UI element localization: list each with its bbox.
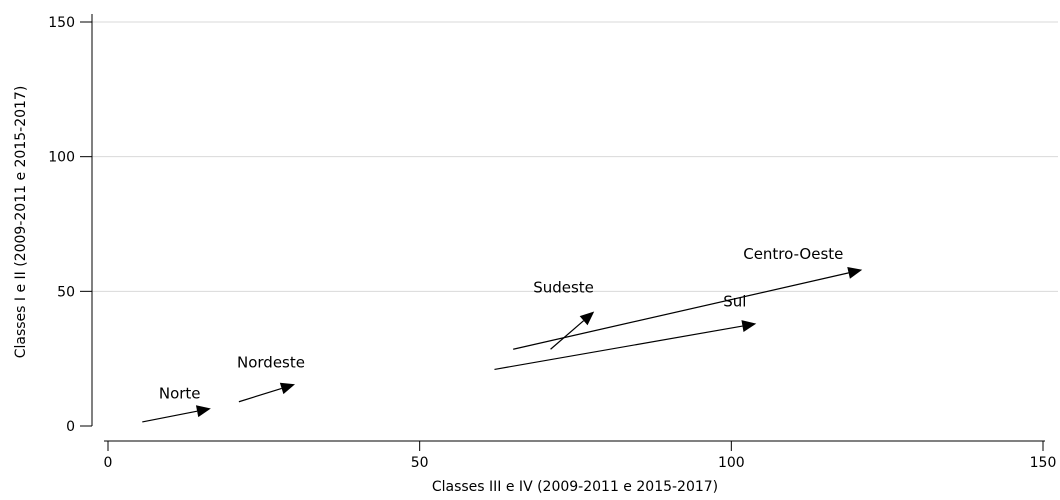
label-norte: Norte bbox=[159, 384, 201, 402]
x-tick-label-50: 50 bbox=[411, 455, 429, 471]
arrow-head-sudeste bbox=[579, 311, 595, 326]
arrow-head-nordeste bbox=[279, 382, 295, 395]
arrows: Norte Nordeste Sudeste Centro-Oeste Sul bbox=[142, 245, 863, 423]
ticks: 0 50 100 150 0 50 100 150 bbox=[48, 15, 1056, 471]
gridlines bbox=[92, 21, 1058, 292]
axes bbox=[91, 14, 1045, 442]
y-tick-label-50: 50 bbox=[57, 284, 75, 300]
arrow-norte: Norte bbox=[142, 384, 211, 423]
arrow-sudeste: Sudeste bbox=[533, 279, 595, 350]
y-tick-label-0: 0 bbox=[66, 419, 75, 435]
x-tick-label-0: 0 bbox=[104, 455, 113, 471]
arrow-centro-oeste: Centro-Oeste bbox=[513, 245, 863, 350]
x-tick-label-100: 100 bbox=[718, 455, 745, 471]
arrow-shaft-sul bbox=[494, 325, 743, 371]
label-sul: Sul bbox=[723, 293, 746, 311]
arrow-head-centro-oeste bbox=[847, 267, 863, 279]
label-nordeste: Nordeste bbox=[237, 353, 305, 371]
arrow-shaft-centro-oeste bbox=[513, 272, 849, 350]
y-axis-label: Classes I e II (2009-2011 e 2015-2017) bbox=[13, 86, 29, 359]
label-sudeste: Sudeste bbox=[533, 279, 594, 297]
arrow-nordeste: Nordeste bbox=[237, 353, 305, 403]
arrow-shaft-norte bbox=[142, 410, 198, 423]
x-tick-label-150: 150 bbox=[1030, 455, 1057, 471]
y-tick-label-100: 100 bbox=[48, 150, 75, 166]
arrow-head-sul bbox=[741, 320, 757, 332]
arrow-shaft-nordeste bbox=[238, 387, 282, 403]
y-tick-label-150: 150 bbox=[48, 15, 75, 31]
x-axis-label: Classes III e IV (2009-2011 e 2015-2017) bbox=[432, 479, 718, 495]
label-centro-oeste: Centro-Oeste bbox=[743, 245, 843, 263]
arrow-shaft-sudeste bbox=[550, 320, 584, 350]
arrow-sul: Sul bbox=[494, 293, 757, 371]
arrow-head-norte bbox=[195, 405, 211, 418]
